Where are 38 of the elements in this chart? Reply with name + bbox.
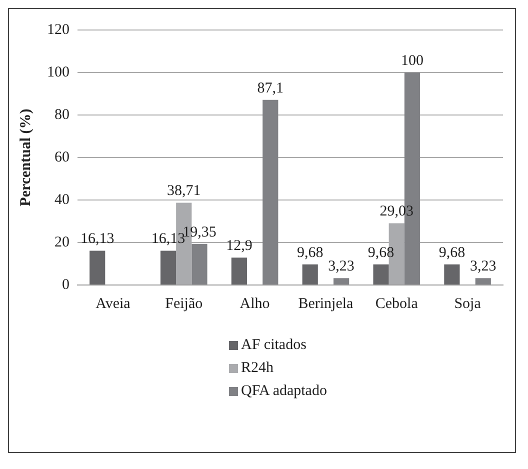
y-tick-label: 60 bbox=[54, 149, 70, 166]
x-tick-label: Feijão bbox=[165, 296, 203, 312]
bar bbox=[475, 278, 491, 284]
x-tick-label: Cebola bbox=[375, 296, 418, 312]
data-label: 3,23 bbox=[328, 258, 354, 275]
y-tick-label: 100 bbox=[47, 64, 70, 80]
bar bbox=[90, 250, 106, 284]
data-label: 38,71 bbox=[167, 183, 201, 200]
x-tick-label: Soja bbox=[454, 296, 482, 312]
data-label: 12,9 bbox=[226, 238, 252, 254]
x-tick-label: Alho bbox=[240, 296, 270, 312]
y-tick-label: 40 bbox=[54, 192, 70, 208]
data-label: 9,68 bbox=[368, 244, 394, 261]
legend-label: R24h bbox=[241, 360, 274, 377]
data-label: 16,13 bbox=[151, 231, 186, 248]
bar bbox=[160, 250, 176, 284]
bar bbox=[373, 264, 389, 284]
data-label: 87,1 bbox=[257, 80, 284, 96]
bar bbox=[262, 100, 278, 284]
data-label: 9,68 bbox=[296, 244, 324, 261]
y-tick-label: 80 bbox=[54, 106, 70, 123]
y-tick-label: 20 bbox=[54, 234, 70, 250]
data-label: 3,23 bbox=[470, 258, 496, 275]
legend-label: AF citados bbox=[241, 337, 306, 354]
bar bbox=[192, 244, 208, 284]
legend-label: QFA adaptado bbox=[241, 383, 327, 400]
bar bbox=[231, 258, 247, 284]
data-label: 100 bbox=[400, 52, 424, 69]
bar bbox=[334, 278, 350, 284]
y-tick-label: 120 bbox=[47, 22, 70, 38]
data-label: 16,13 bbox=[80, 231, 114, 248]
bar bbox=[302, 264, 318, 284]
data-label: 9,68 bbox=[438, 244, 466, 261]
bar bbox=[444, 264, 460, 284]
x-tick-label: Berinjela bbox=[298, 296, 354, 312]
x-tick-label: Aveia bbox=[96, 296, 131, 312]
y-tick-label: 0 bbox=[62, 276, 70, 293]
y-axis-title: Percentual (%) bbox=[18, 108, 34, 206]
